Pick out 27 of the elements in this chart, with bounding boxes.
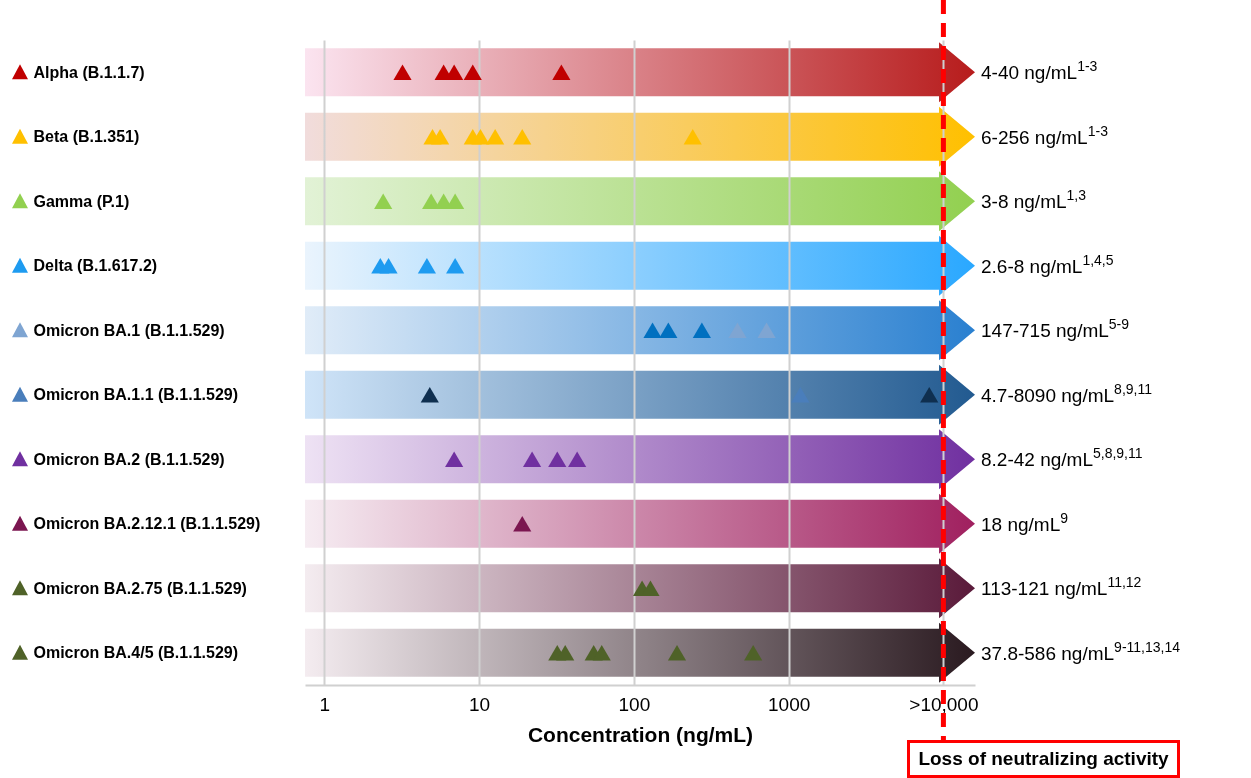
y-tick-label: Beta (B.1.351) <box>33 128 140 146</box>
x-tick-label: 1 <box>319 693 331 715</box>
text: 3-8 ng/mL$^{1,3}$ <box>981 187 1087 213</box>
y-tick-label: Alpha (B.1.1.7) <box>33 63 145 81</box>
text: 147-715 ng/mL$^{5-9}$ <box>981 316 1130 342</box>
y-tick-label: Delta (B.1.617.2) <box>33 257 158 275</box>
text: 2.6-8 ng/mL$^{1,4,5}$ <box>981 251 1114 277</box>
y-tick-label: Omicron BA.1 (B.1.1.529) <box>33 321 225 339</box>
y-tick-label: Omicron BA.2.12.1 (B.1.1.529) <box>33 515 261 533</box>
y-tick-label: Omicron BA.4/5 (B.1.1.529) <box>33 644 239 662</box>
text: 6-256 ng/mL$^{1-3}$ <box>981 122 1109 148</box>
x-tick-label: 10 <box>469 693 491 715</box>
y-tick-label: Omicron BA.2.75 (B.1.1.529) <box>33 579 247 597</box>
y-tick-label: Omicron BA.1.1 (B.1.1.529) <box>33 386 239 404</box>
outlined-box: Loss of neutralizing activity <box>907 740 1180 778</box>
text: 4-40 ng/mL$^{1-3}$ <box>981 58 1098 84</box>
text: 18 ng/mL$^{9}$ <box>981 509 1069 535</box>
x-tick-label: >10,000 <box>909 693 979 715</box>
y-tick-label: Omicron BA.2 (B.1.1.529) <box>33 450 225 468</box>
x-axis-title: Concentration (ng/mL) <box>527 722 754 746</box>
text: 37.8-586 ng/mL$^{9-11,13,14}$ <box>981 638 1181 664</box>
text: 113-121 ng/mL$^{11,12}$ <box>981 574 1142 600</box>
x-tick-label: 100 <box>618 693 651 715</box>
x-tick-label: 1000 <box>768 693 811 715</box>
text: 4.7-8090 ng/mL$^{8,9,11}$ <box>981 380 1153 406</box>
y-tick-label: Gamma (P.1) <box>33 192 130 210</box>
text: 8.2-42 ng/mL$^{5,8,9,11}$ <box>981 445 1143 471</box>
